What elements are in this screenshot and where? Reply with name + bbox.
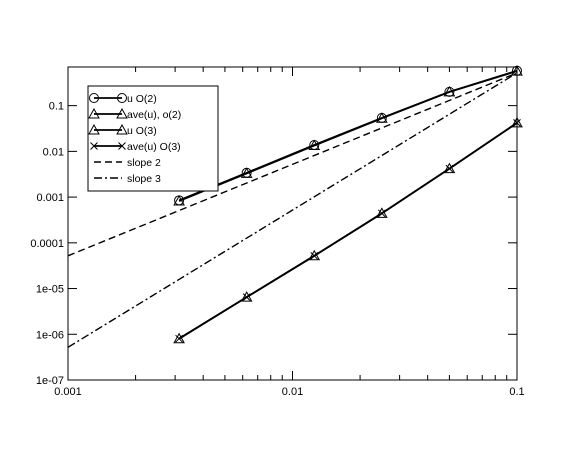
x-tick-label: 0.1: [509, 386, 524, 398]
series-line-slope-2: [67, 72, 518, 257]
y-tick-label: 1e-05: [36, 284, 64, 296]
x-tick-label: 0.001: [54, 386, 82, 398]
data-point-ave-u-o-2: [308, 139, 321, 151]
legend-marker-u-o-3: [88, 123, 100, 135]
legend-marker-u-o-2: [117, 93, 127, 103]
y-tick-label: 0.001: [36, 192, 64, 204]
data-point-ave-u-o-3: [513, 119, 521, 127]
data-point-u-o-3: [443, 162, 456, 174]
y-tick-label: 1e-07: [36, 375, 64, 387]
data-point-ave-u-o-3: [175, 334, 183, 343]
series-line-slope-3: [67, 72, 518, 348]
series-line-u-o-3: [178, 122, 518, 340]
legend-box: [87, 85, 219, 192]
axis-ticks: 0.001 0.01 0.1 1e-07 1e-06 1e-05 0.0001 0.001 0.…: [30, 67, 525, 398]
data-point-ave-u-o-2: [443, 85, 456, 97]
y-tick-label: 0.0001: [30, 238, 64, 250]
data-point-ave-u-o-2: [511, 65, 523, 76]
data-point-ave-u-o-2: [375, 112, 388, 123]
data-point-u-o-3: [240, 291, 253, 302]
legend-marker-u-o-2: [89, 93, 99, 103]
legend-label-u-o-3: u O(3): [127, 125, 157, 137]
series-markers: [173, 65, 523, 344]
legend-label-slope-2: slope 2: [127, 157, 161, 169]
legend: u O(2) ave(u), o(2) u O(3) ave(u) O(3) slope…: [87, 85, 219, 192]
legend-marker-ave-u-o-2: [116, 107, 128, 119]
legend-label-ave-u-o-3: ave(u) O(3): [127, 141, 181, 153]
legend-entries: u O(2) ave(u), o(2) u O(3) ave(u) O(3) slope…: [88, 93, 181, 185]
series-line-ave-u-o-3: [178, 122, 518, 340]
data-point-ave-u-o-3: [445, 164, 454, 173]
series-lines: [67, 69, 518, 348]
legend-marker-ave-u-o-2: [88, 107, 100, 119]
data-point-u-o-3: [375, 207, 388, 218]
x-tick-label: 0.01: [282, 386, 303, 398]
data-point-ave-u-o-3: [377, 209, 386, 218]
legend-label-u-o-2: u O(2): [127, 93, 157, 105]
series-line-ave-u-o-2: [178, 70, 518, 202]
data-point-u-o-3: [308, 249, 321, 261]
legend-marker-ave-u-o-3: [90, 142, 98, 150]
legend-label-ave-u-o-2: ave(u), o(2): [127, 109, 181, 121]
data-point-ave-u-o-3: [242, 293, 251, 301]
legend-marker-u-o-3: [116, 123, 128, 135]
y-tick-label: 0.1: [49, 101, 64, 113]
data-point-ave-u-o-3: [310, 251, 319, 260]
data-point-ave-u-o-2: [173, 195, 185, 206]
data-point-u-o-3: [173, 332, 185, 344]
data-point-u-o-3: [511, 116, 523, 128]
y-tick-label: 0.01: [43, 146, 64, 158]
y-tick-label: 1e-06: [36, 329, 64, 341]
legend-label-slope-3: slope 3: [127, 173, 161, 185]
legend-marker-ave-u-o-3: [118, 142, 126, 150]
data-point-ave-u-o-2: [240, 167, 253, 178]
